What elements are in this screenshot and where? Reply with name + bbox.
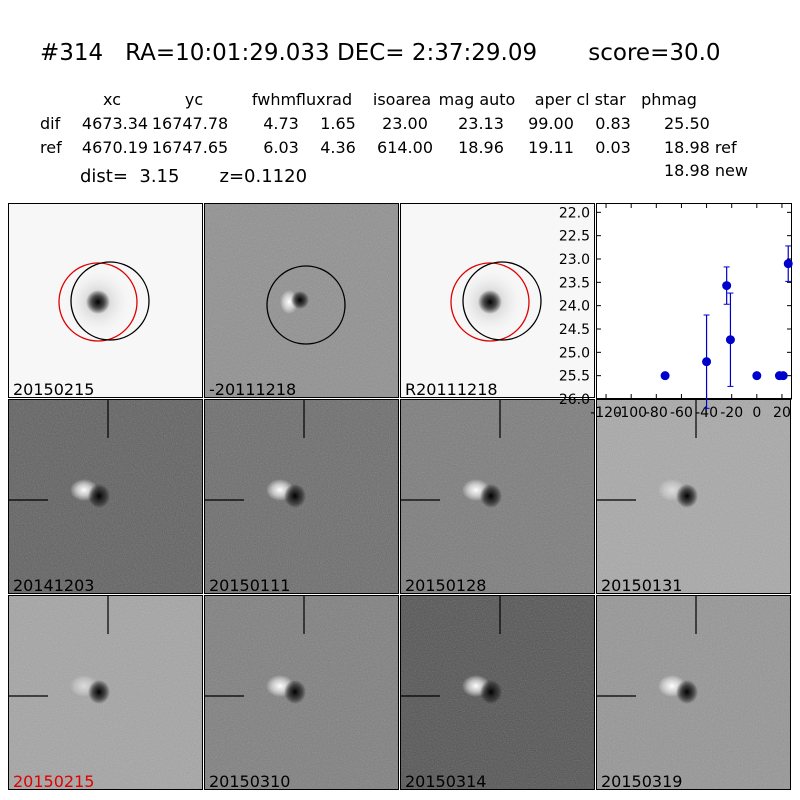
stamp-panel: 20150215	[8, 595, 203, 790]
column-header: yc	[184, 90, 204, 109]
row-label: ref	[40, 138, 62, 157]
table-cell: 23.13	[458, 114, 504, 133]
stamp-date-label: 20150215	[13, 380, 95, 398]
table-cell: 0.03	[595, 138, 631, 157]
stamp-date-label: 20141203	[13, 576, 95, 594]
stamp-panel: 20141203	[8, 399, 203, 594]
y-tick-label: 26.0	[559, 392, 590, 408]
stamp-date-label: 20150310	[209, 772, 291, 790]
dist-line: dist= 3.15 z=0.1120	[80, 166, 308, 187]
x-tick-label: -20	[720, 405, 743, 421]
y-tick-label: 25.5	[559, 369, 590, 385]
table-cell: 23.00	[382, 114, 428, 133]
data-point	[725, 335, 735, 345]
light-curve-chart: 22.0 22.5 23.0 23.5 24.0 24.5 25.0 25.5 26.0-120…	[559, 203, 793, 421]
stamp-date-label: 20150111	[209, 576, 291, 594]
table-cell: 4670.19	[81, 138, 149, 157]
stamp-date-label: -20111218	[209, 380, 297, 398]
stamp-date-label: 20150314	[405, 772, 487, 790]
y-tick-label: 24.5	[559, 322, 590, 338]
x-tick-label: -100	[615, 405, 647, 421]
stamp-panel: 20150319	[596, 595, 791, 790]
column-header: aper	[534, 90, 572, 109]
stamp-panel: -20111218	[204, 203, 399, 398]
table-cell: 16747.65	[151, 138, 229, 157]
data-point	[783, 259, 793, 269]
stamp-date-label: R20111218	[405, 380, 498, 398]
table-cell: 25.50	[664, 114, 710, 133]
stamp-panel: 20150128	[400, 399, 595, 594]
column-header: cl star	[576, 90, 626, 109]
data-point	[722, 281, 732, 291]
stamp-date-label: 20150131	[601, 576, 683, 594]
plot-frame	[596, 203, 792, 399]
column-header: isoarea	[372, 90, 432, 109]
x-tick-label: -80	[645, 405, 668, 421]
table-cell: 4673.34	[81, 114, 149, 133]
table-cell: 4.36	[320, 138, 356, 157]
table-cell: 16747.78	[151, 114, 229, 133]
new-mag-label: 18.98 new	[664, 161, 748, 180]
row-label: dif	[40, 114, 61, 133]
table-cell: 6.03	[263, 138, 299, 157]
table-cell: 99.00	[528, 114, 574, 133]
stamp-date-label: 20150128	[405, 576, 487, 594]
table-cell: 0.83	[595, 114, 631, 133]
x-tick-label: -60	[670, 405, 693, 421]
stamp-panel: 20150131	[596, 399, 791, 594]
stamp-panel: 20150111	[204, 399, 399, 594]
y-tick-label: 22.0	[559, 205, 590, 221]
column-header: mag auto	[438, 90, 516, 109]
stamp-panel: 20150215	[8, 203, 203, 398]
x-tick-label: 20	[773, 405, 791, 421]
stamp-date-label: 20150215	[13, 772, 95, 790]
y-tick-label: 25.0	[559, 345, 590, 361]
table-cell: 614.00	[377, 138, 433, 157]
y-tick-label: 22.5	[559, 229, 590, 245]
column-header: fluxrad	[295, 90, 353, 109]
x-tick-label: 0	[752, 405, 761, 421]
candidate-title: #314 RA=10:01:29.033 DEC= 2:37:29.09 sco…	[40, 40, 721, 66]
y-tick-label: 23.0	[559, 252, 590, 268]
data-point	[752, 371, 762, 381]
y-tick-label: 24.0	[559, 299, 590, 315]
stamp-date-label: 20150319	[601, 772, 683, 790]
data-point	[702, 357, 712, 367]
stamp-panel: 20150310	[204, 595, 399, 790]
table-cell: 18.96	[458, 138, 504, 157]
data-point	[660, 371, 670, 381]
table-cell: 4.73	[263, 114, 299, 133]
table-cell: 19.11	[528, 138, 574, 157]
column-header: fwhm	[251, 90, 297, 109]
table-cell: 18.98 ref	[664, 138, 737, 157]
x-tick-label: -120	[590, 405, 622, 421]
column-header: xc	[103, 90, 121, 109]
y-tick-label: 23.5	[559, 275, 590, 291]
table-cell: 1.65	[320, 114, 356, 133]
stamp-panel: R20111218	[400, 203, 595, 398]
column-header: phmag	[641, 90, 697, 109]
stamp-panel: 20150314	[400, 595, 595, 790]
data-point	[778, 371, 788, 381]
x-tick-label: -40	[695, 405, 718, 421]
